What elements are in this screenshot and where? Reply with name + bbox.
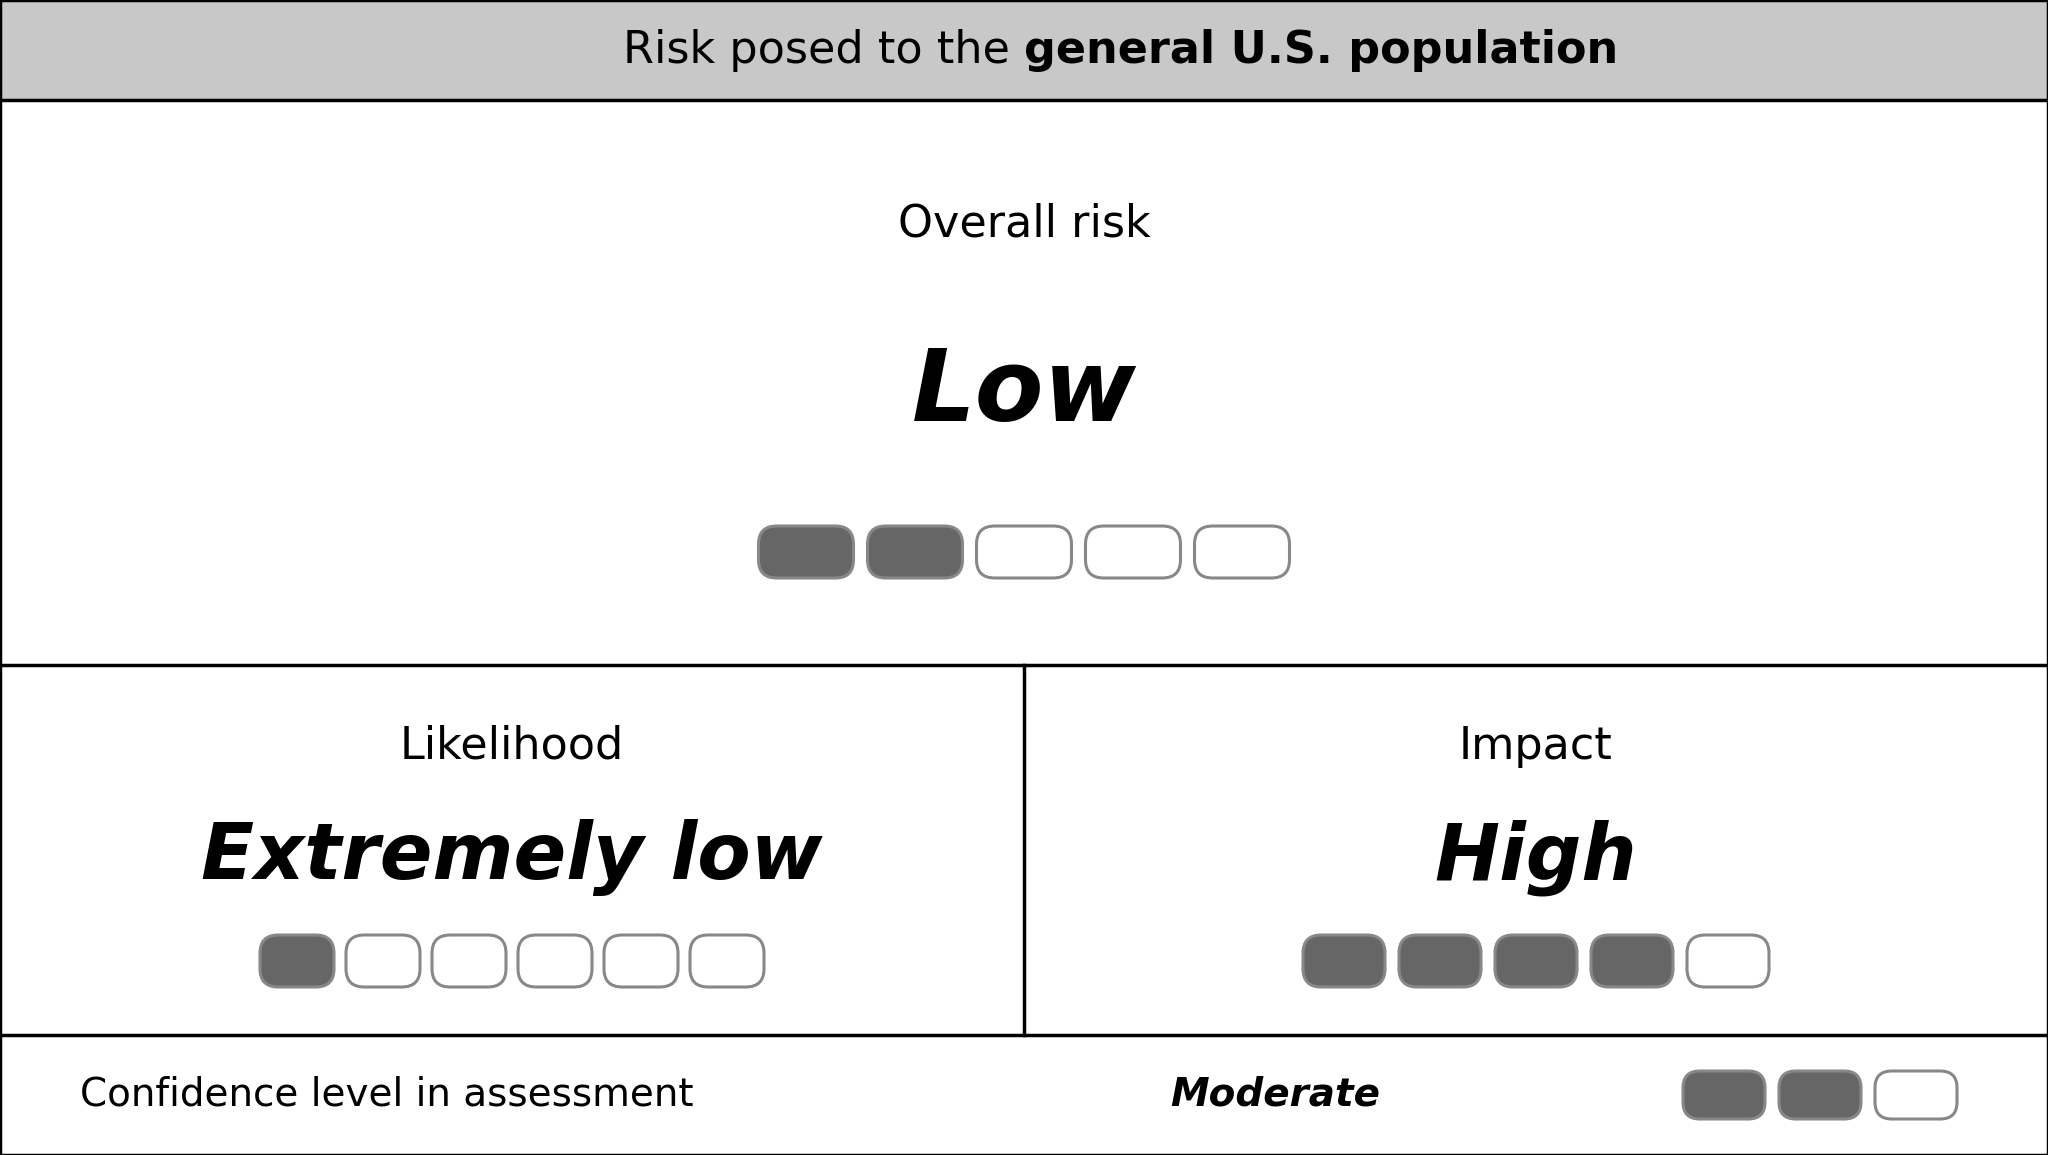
FancyBboxPatch shape bbox=[1495, 936, 1577, 988]
Text: Moderate: Moderate bbox=[1169, 1076, 1380, 1115]
FancyBboxPatch shape bbox=[346, 936, 420, 988]
Text: Low: Low bbox=[911, 345, 1137, 442]
FancyBboxPatch shape bbox=[1591, 936, 1673, 988]
Text: Likelihood: Likelihood bbox=[399, 725, 625, 768]
FancyBboxPatch shape bbox=[1194, 526, 1290, 578]
Text: Confidence level in assessment: Confidence level in assessment bbox=[80, 1076, 694, 1115]
FancyBboxPatch shape bbox=[518, 936, 592, 988]
FancyBboxPatch shape bbox=[1780, 1071, 1862, 1119]
FancyBboxPatch shape bbox=[1399, 936, 1481, 988]
FancyBboxPatch shape bbox=[604, 936, 678, 988]
Text: general U.S. population: general U.S. population bbox=[1024, 29, 1618, 72]
FancyBboxPatch shape bbox=[868, 526, 963, 578]
Text: Impact: Impact bbox=[1458, 725, 1614, 768]
Text: Risk posed to the: Risk posed to the bbox=[623, 29, 1024, 72]
FancyBboxPatch shape bbox=[432, 936, 506, 988]
FancyBboxPatch shape bbox=[690, 936, 764, 988]
FancyBboxPatch shape bbox=[758, 526, 854, 578]
FancyBboxPatch shape bbox=[1876, 1071, 1958, 1119]
FancyBboxPatch shape bbox=[977, 526, 1071, 578]
Text: Overall risk: Overall risk bbox=[897, 203, 1151, 246]
Bar bbox=[0, 0, 2048, 100]
FancyBboxPatch shape bbox=[1303, 936, 1384, 988]
FancyBboxPatch shape bbox=[260, 936, 334, 988]
FancyBboxPatch shape bbox=[1688, 936, 1769, 988]
FancyBboxPatch shape bbox=[1683, 1071, 1765, 1119]
Text: High: High bbox=[1436, 819, 1636, 895]
Text: Extremely low: Extremely low bbox=[201, 819, 823, 896]
FancyBboxPatch shape bbox=[1085, 526, 1180, 578]
